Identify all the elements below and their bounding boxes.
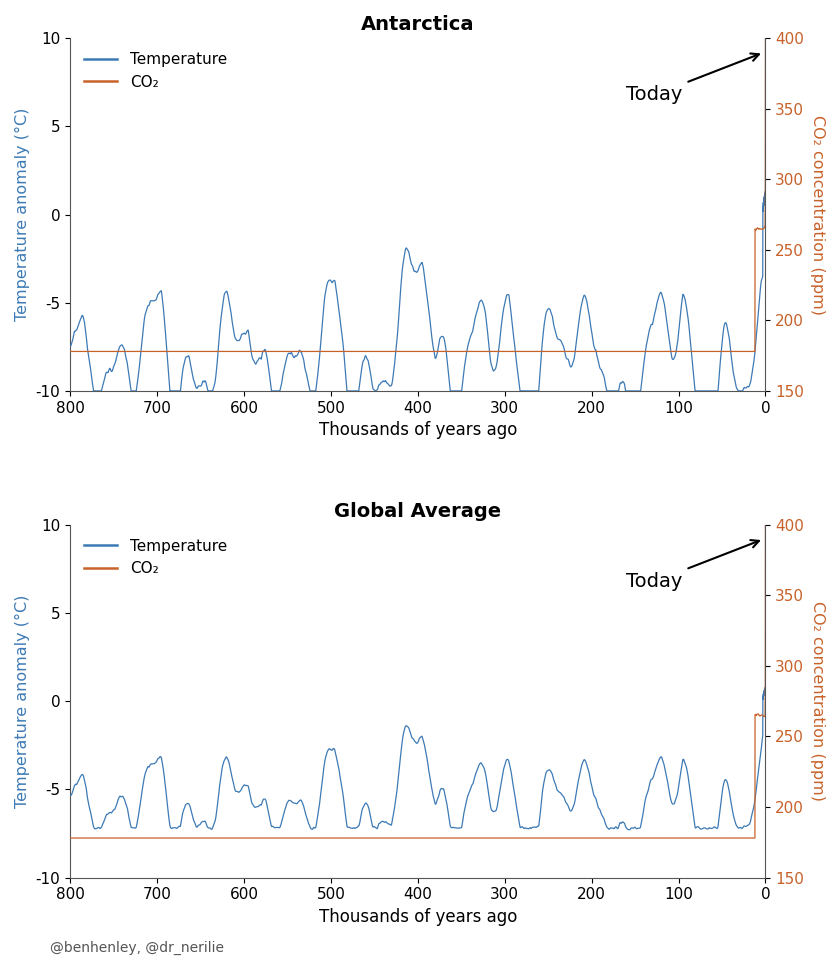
Legend: Temperature, CO₂: Temperature, CO₂: [77, 46, 233, 96]
Y-axis label: CO₂ concentration (ppm): CO₂ concentration (ppm): [810, 601, 825, 802]
Y-axis label: Temperature anomaly (°C): Temperature anomaly (°C): [15, 594, 30, 808]
Text: Today: Today: [627, 540, 759, 590]
Text: @benhenley, @dr_nerilie: @benhenley, @dr_nerilie: [50, 941, 224, 955]
Title: Antarctica: Antarctica: [361, 15, 475, 34]
X-axis label: Thousands of years ago: Thousands of years ago: [318, 908, 517, 925]
Y-axis label: CO₂ concentration (ppm): CO₂ concentration (ppm): [810, 114, 825, 315]
Text: Today: Today: [627, 54, 759, 105]
Title: Global Average: Global Average: [334, 501, 501, 520]
X-axis label: Thousands of years ago: Thousands of years ago: [318, 421, 517, 440]
Y-axis label: Temperature anomaly (°C): Temperature anomaly (°C): [15, 108, 30, 322]
Legend: Temperature, CO₂: Temperature, CO₂: [77, 533, 233, 583]
